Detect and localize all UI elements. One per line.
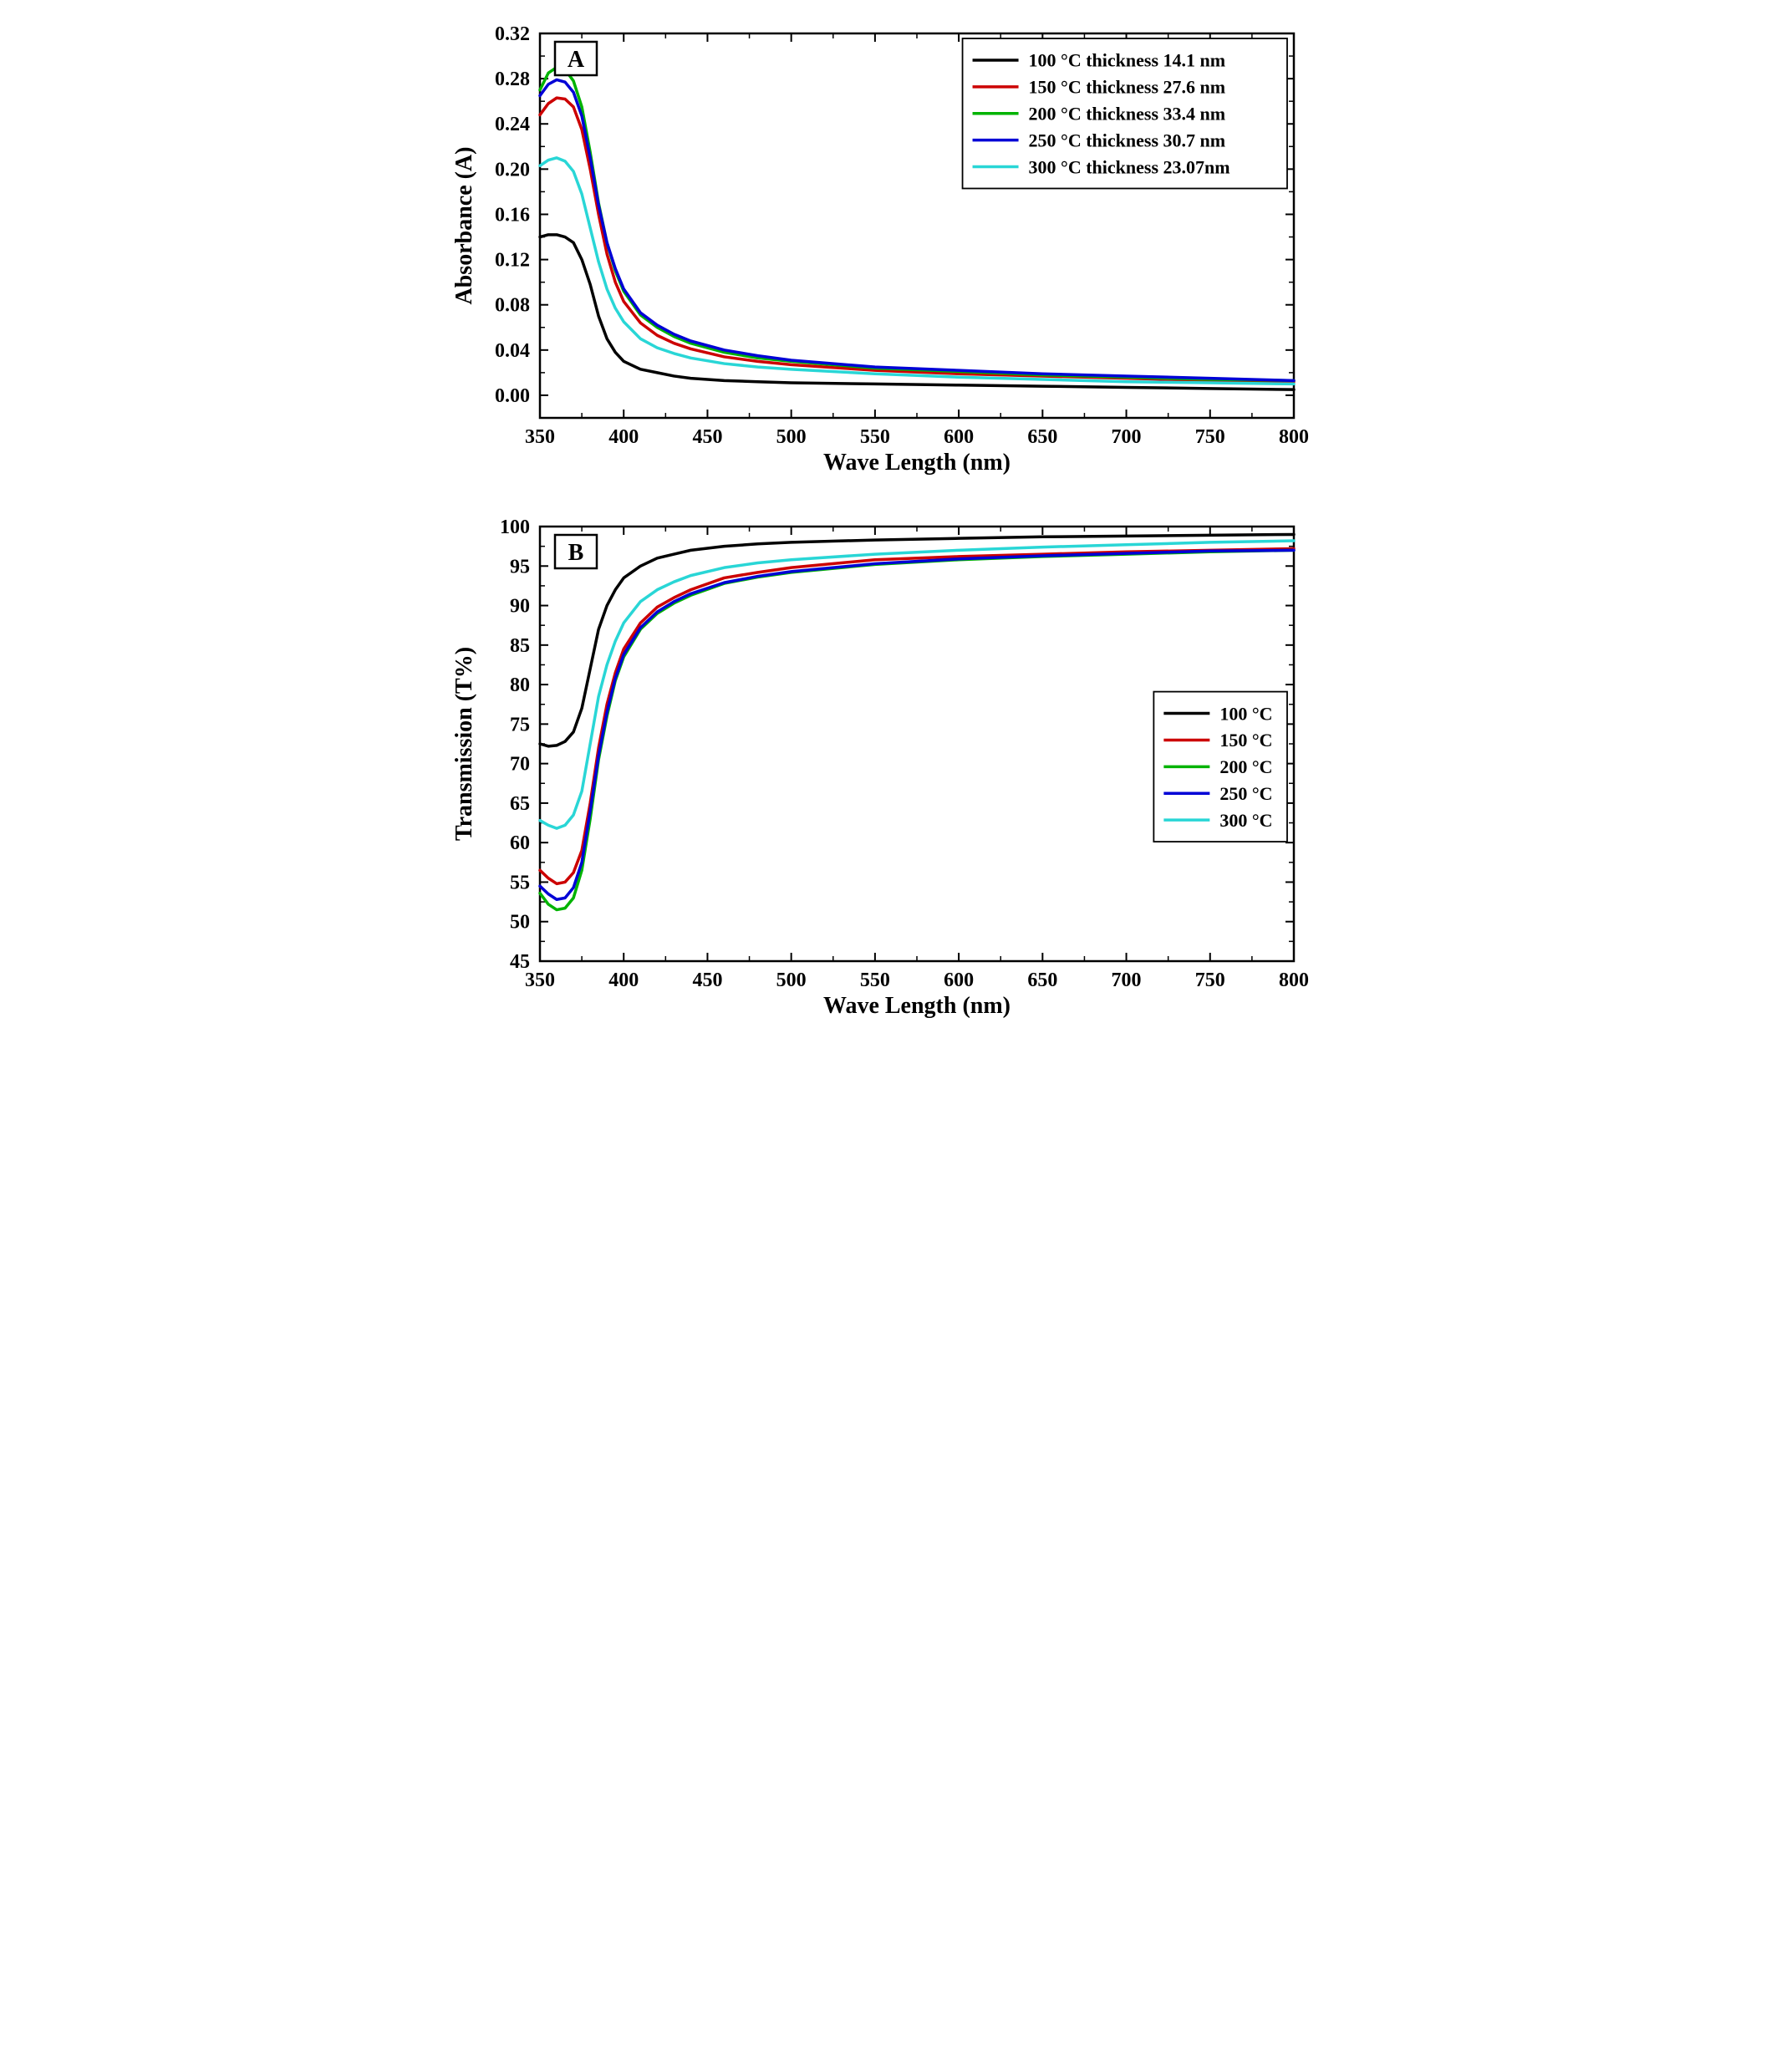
svg-text:250 °C: 250 °C <box>1219 783 1272 804</box>
svg-text:800: 800 <box>1279 426 1309 448</box>
svg-text:300 °C thickness 23.07nm: 300 °C thickness 23.07nm <box>1029 156 1230 177</box>
chart-a: 350 400 450 500 550 600 650 700 750 800 0.00 0.04 0.… <box>448 17 1311 485</box>
svg-text:650: 650 <box>1027 969 1057 991</box>
chart-b: 3504004505005506006507007508004550556065… <box>448 510 1311 1028</box>
svg-text:700: 700 <box>1112 969 1142 991</box>
figure-container: 350 400 450 500 550 600 650 700 750 800 0.00 0.04 0.… <box>431 0 1361 1070</box>
svg-text:B: B <box>568 540 584 566</box>
svg-text:95: 95 <box>510 556 530 578</box>
svg-text:700: 700 <box>1112 426 1142 448</box>
svg-text:80: 80 <box>510 674 530 696</box>
svg-text:Wave Length (nm): Wave Length (nm) <box>823 993 1011 1019</box>
svg-text:550: 550 <box>860 969 890 991</box>
svg-text:800: 800 <box>1279 969 1309 991</box>
svg-text:450: 450 <box>692 426 722 448</box>
svg-text:90: 90 <box>510 596 530 618</box>
svg-text:Wave Length (nm): Wave Length (nm) <box>823 450 1011 476</box>
svg-text:400: 400 <box>608 426 639 448</box>
svg-text:450: 450 <box>692 969 722 991</box>
svg-text:50: 50 <box>510 912 530 934</box>
svg-text:70: 70 <box>510 754 530 776</box>
svg-text:0.08: 0.08 <box>495 295 530 317</box>
chart-b-wrapper: 3504004505005506006507007508004550556065… <box>448 510 1344 1028</box>
svg-text:A: A <box>568 47 585 73</box>
svg-text:0.12: 0.12 <box>495 250 530 272</box>
svg-text:55: 55 <box>510 872 530 893</box>
svg-text:400: 400 <box>608 969 639 991</box>
svg-text:75: 75 <box>510 714 530 735</box>
svg-text:150 °C: 150 °C <box>1219 730 1272 751</box>
svg-text:500: 500 <box>776 426 807 448</box>
svg-text:45: 45 <box>510 951 530 973</box>
svg-text:85: 85 <box>510 635 530 657</box>
svg-text:0.24: 0.24 <box>495 114 530 135</box>
svg-text:0.32: 0.32 <box>495 23 530 45</box>
svg-text:0.00: 0.00 <box>495 385 530 407</box>
svg-text:600: 600 <box>944 426 974 448</box>
svg-text:200 °C thickness 33.4 nm: 200 °C thickness 33.4 nm <box>1029 103 1226 124</box>
svg-text:650: 650 <box>1027 426 1057 448</box>
svg-text:0.20: 0.20 <box>495 159 530 181</box>
svg-text:Absorbance (A): Absorbance (A) <box>451 147 477 305</box>
svg-text:60: 60 <box>510 832 530 854</box>
svg-text:Transmission (T%): Transmission (T%) <box>451 647 477 841</box>
chart-a-wrapper: 350 400 450 500 550 600 650 700 750 800 0.00 0.04 0.… <box>448 17 1344 485</box>
svg-text:0.04: 0.04 <box>495 340 530 362</box>
svg-text:65: 65 <box>510 793 530 815</box>
svg-text:0.28: 0.28 <box>495 69 530 90</box>
svg-text:0.16: 0.16 <box>495 204 530 226</box>
svg-text:200 °C: 200 °C <box>1219 756 1272 777</box>
svg-text:100: 100 <box>500 517 530 538</box>
svg-text:750: 750 <box>1195 426 1225 448</box>
svg-text:150 °C thickness 27.6 nm: 150 °C thickness 27.6 nm <box>1029 77 1226 98</box>
svg-text:300 °C: 300 °C <box>1219 810 1272 831</box>
svg-text:600: 600 <box>944 969 974 991</box>
svg-text:350: 350 <box>525 426 555 448</box>
svg-text:100 °C thickness 14.1 nm: 100 °C thickness 14.1 nm <box>1029 50 1226 71</box>
svg-text:250 °C thickness 30.7 nm: 250 °C thickness 30.7 nm <box>1029 130 1226 150</box>
svg-text:550: 550 <box>860 426 890 448</box>
svg-text:500: 500 <box>776 969 807 991</box>
svg-text:100 °C: 100 °C <box>1219 703 1272 724</box>
svg-text:750: 750 <box>1195 969 1225 991</box>
